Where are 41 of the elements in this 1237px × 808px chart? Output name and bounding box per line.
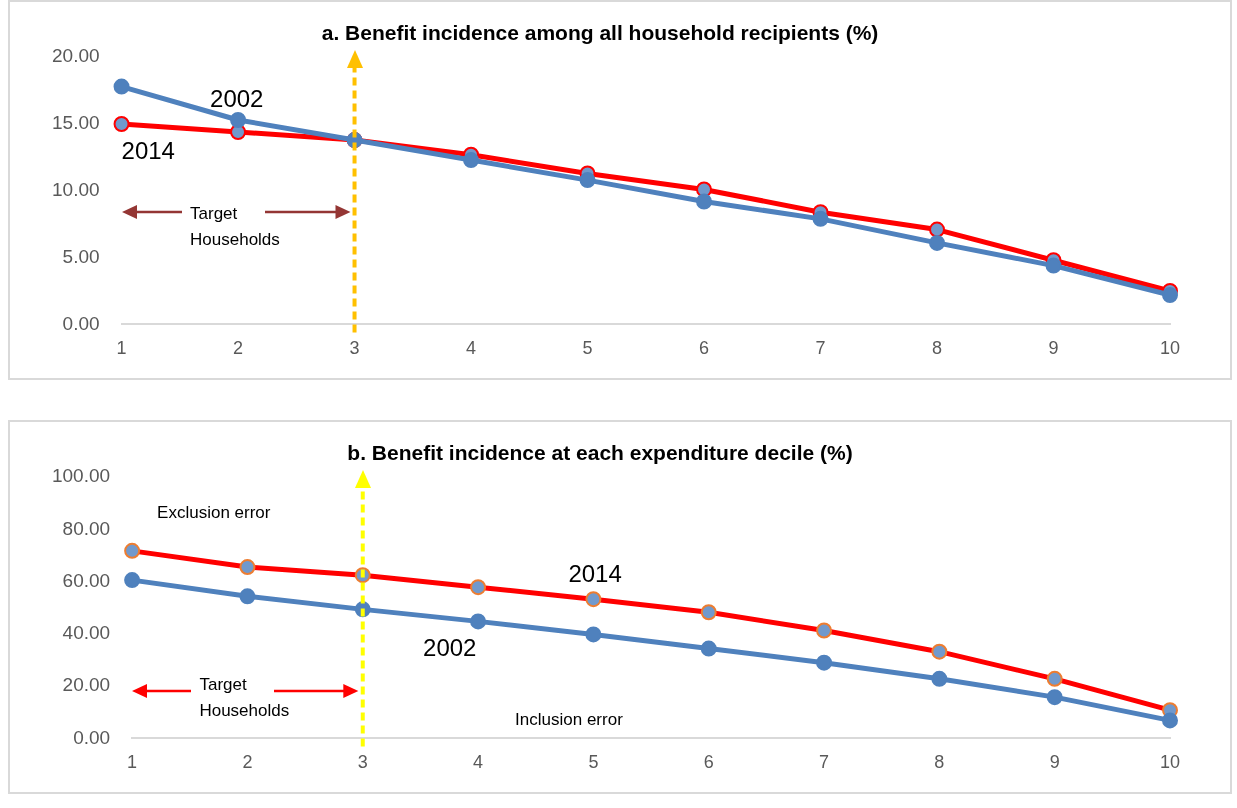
x-tick-label: 1 [116, 338, 127, 359]
x-tick-label: 3 [349, 338, 360, 359]
x-tick-label: 10 [1159, 338, 1181, 359]
x-tick-label: 4 [473, 752, 484, 773]
series-label: 2014 [568, 559, 622, 587]
x-tick-label: 2 [242, 752, 253, 773]
annotation: Exclusion error [157, 503, 271, 523]
annotation: Target Households [190, 203, 280, 249]
y-tick-label: 80.00 [62, 517, 111, 539]
y-tick-label: 5.00 [62, 245, 100, 267]
series-label: 2014 [121, 136, 175, 164]
y-tick-label: 15.00 [52, 112, 100, 134]
y-tick-label: 0.00 [73, 726, 111, 748]
y-tick-label: 20.00 [62, 674, 111, 696]
x-tick-label: 5 [588, 752, 599, 773]
y-tick-label: 60.00 [62, 569, 111, 591]
x-tick-label: 5 [582, 338, 593, 359]
chart-title: a. Benefit incidence among all household recipients (%) [321, 21, 879, 45]
y-tick-label: 40.00 [62, 622, 111, 644]
series-label: 2002 [423, 634, 477, 662]
x-tick-label: 6 [699, 338, 710, 359]
y-tick-label: 10.00 [52, 179, 100, 201]
annotation: Target Households [199, 675, 290, 721]
y-tick-label: 100.00 [51, 465, 111, 487]
x-tick-label: 8 [934, 752, 945, 773]
x-tick-label: 4 [466, 338, 477, 359]
x-tick-label: 8 [932, 338, 943, 359]
annotation: Inclusion error [515, 709, 624, 729]
x-tick-label: 3 [357, 752, 368, 773]
x-tick-label: 7 [815, 338, 826, 359]
x-tick-label: 6 [703, 752, 714, 773]
x-tick-label: 7 [819, 752, 830, 773]
x-tick-label: 10 [1159, 752, 1181, 773]
chart-title: b. Benefit incidence at each expenditure decile (%) [347, 441, 853, 465]
y-tick-label: 0.00 [62, 312, 100, 334]
x-tick-label: 1 [127, 752, 138, 773]
series-label: 2002 [210, 84, 264, 112]
y-tick-label: 20.00 [52, 45, 100, 67]
x-tick-label: 9 [1048, 338, 1059, 359]
x-tick-label: 9 [1049, 752, 1060, 773]
x-tick-label: 2 [233, 338, 244, 359]
